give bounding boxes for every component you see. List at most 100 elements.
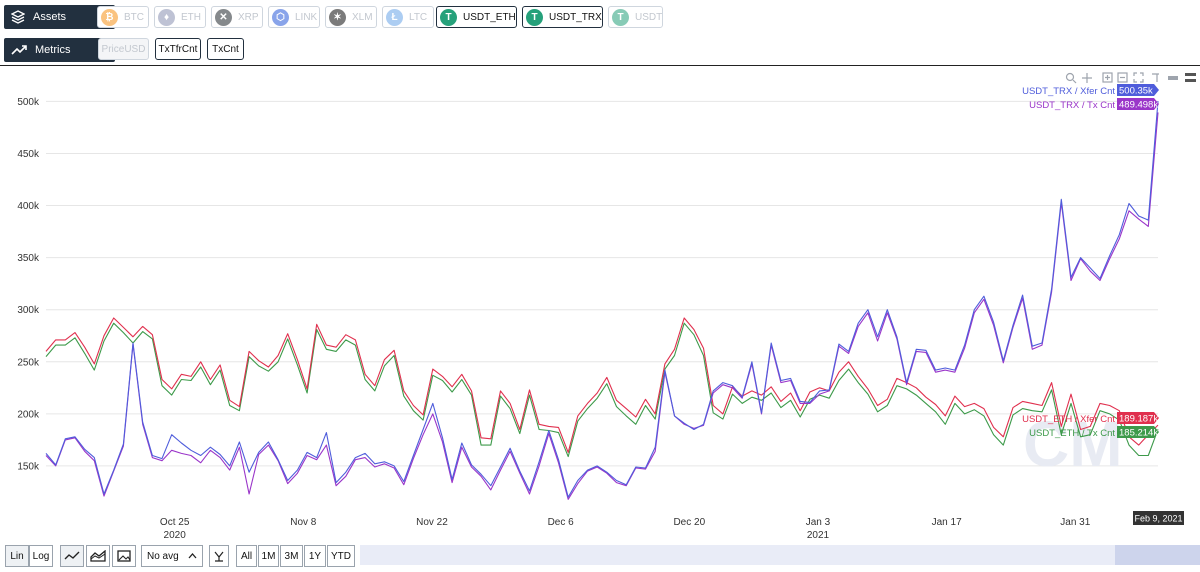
range-button-3m[interactable]: 3M xyxy=(280,545,303,567)
y-tick-label: 200k xyxy=(17,409,40,420)
metrics-button[interactable]: Metrics xyxy=(4,38,115,62)
asset-chip-label: LINK xyxy=(295,11,318,23)
metric-chip-label: PriceUSD xyxy=(101,43,146,55)
range-button-1y[interactable]: 1Y xyxy=(304,545,326,567)
series-name-label: USDT_TRX / Tx Cnt xyxy=(1029,100,1115,111)
asset-chip-btc[interactable]: ₿ BTC xyxy=(97,6,149,28)
pan-icon[interactable] xyxy=(1082,73,1092,83)
autoscale-icon[interactable] xyxy=(1133,72,1144,83)
ethereum-icon: ♦ xyxy=(158,8,175,26)
series-last-value: 189.187k xyxy=(1119,414,1158,425)
image-export-button[interactable] xyxy=(112,545,136,567)
hover-date-label: Feb 9, 2021 xyxy=(1134,514,1182,524)
range-navigator-handle[interactable] xyxy=(1115,545,1200,565)
asset-chip-usdt[interactable]: T USDT xyxy=(608,6,663,28)
range-button-1m[interactable]: 1M xyxy=(258,545,279,567)
watermark-logo: CM xyxy=(1023,408,1123,480)
x-tick-label: Jan 3 xyxy=(806,517,831,528)
range-button-label: YTD xyxy=(331,550,351,562)
x-tick-label: Nov 22 xyxy=(416,517,448,528)
metric-chip-label: TxCnt xyxy=(212,43,239,55)
y-tick-label: 250k xyxy=(17,357,40,368)
range-navigator[interactable] xyxy=(360,545,1200,565)
series-last-value: 500.35k xyxy=(1119,86,1153,97)
zoom-box-icon[interactable] xyxy=(1102,72,1113,83)
scale-log-button[interactable]: Log xyxy=(29,545,53,567)
asset-chip-label: ETH xyxy=(181,11,201,23)
y-tick-label: 150k xyxy=(17,461,40,472)
metric-chip-txtfrcnt[interactable]: TxTfrCnt xyxy=(155,38,201,60)
chainlink-icon: ⬡ xyxy=(272,8,289,26)
scale-lin-button[interactable]: Lin xyxy=(5,545,29,567)
series-name-label: USDT_TRX / Xfer Cnt xyxy=(1022,86,1115,97)
asset-chip-xlm[interactable]: ✶ XLM xyxy=(325,6,377,28)
asset-chip-label: USDT_ETH xyxy=(463,11,516,23)
y-tick-label: 300k xyxy=(17,305,40,316)
chevron-up-icon xyxy=(188,553,197,559)
range-button-label: 1Y xyxy=(308,550,322,562)
series-last-value: 489.498k xyxy=(1119,100,1158,111)
trending-up-icon xyxy=(11,45,27,55)
xrp-icon: ✕ xyxy=(215,8,232,26)
average-select[interactable]: No avg xyxy=(141,545,203,567)
metric-chip-priceusd[interactable]: PriceUSD xyxy=(98,38,149,60)
series-end-label: USDT_TRX / Xfer Cnt 500.35k xyxy=(1022,84,1159,97)
stellar-icon: ✶ xyxy=(329,8,346,26)
y-tick-label: 400k xyxy=(17,201,40,212)
metric-chip-txcnt[interactable]: TxCnt xyxy=(207,38,244,60)
hover-date-badge xyxy=(1133,511,1184,525)
assets-button[interactable]: Assets xyxy=(4,5,115,29)
hover-closest-icon[interactable] xyxy=(1168,76,1178,80)
y-tick-label: 350k xyxy=(17,253,40,264)
line-chart-style-button[interactable] xyxy=(60,545,84,567)
asset-chip-link[interactable]: ⬡ LINK xyxy=(268,6,320,28)
bitcoin-icon: ₿ xyxy=(101,8,118,26)
x-tick-label: Jan 17 xyxy=(932,517,962,528)
range-button-label: 1M xyxy=(261,550,276,562)
asset-chip-label: XRP xyxy=(238,11,259,23)
range-button-ytd[interactable]: YTD xyxy=(327,545,355,567)
range-button-all[interactable]: All xyxy=(236,545,257,567)
asset-chip-label: BTC xyxy=(124,11,144,23)
hover-compare-icon[interactable] xyxy=(1185,73,1196,82)
average-select-value: No avg xyxy=(147,550,179,562)
asset-chip-usdt-trx[interactable]: T USDT_TRX xyxy=(522,6,603,28)
y-tick-label: 500k xyxy=(17,97,40,108)
y-axis-scale-button[interactable] xyxy=(209,545,229,567)
x-tick-label: Dec 20 xyxy=(673,517,705,528)
scale-lin-label: Lin xyxy=(10,550,24,562)
asset-chip-ltc[interactable]: Ł LTC xyxy=(382,6,434,28)
asset-chip-label: XLM xyxy=(352,11,373,23)
layers-icon xyxy=(11,10,25,24)
line-chart-icon xyxy=(64,551,80,560)
zoom-out-box-icon[interactable] xyxy=(1117,72,1128,83)
litecoin-icon: Ł xyxy=(386,8,403,26)
asset-chip-usdt-eth[interactable]: T USDT_ETH xyxy=(436,6,517,28)
line-chart[interactable]: 150k 200k 250k 300k 350k 400k 450k 500k Oct 25 2… xyxy=(0,66,1200,544)
series-line-usdt-trx-tx-cnt[interactable] xyxy=(45,112,1159,500)
x-tick-label: Jan 31 xyxy=(1060,517,1090,528)
series-name-label: USDT_ETH / Xfer Cnt xyxy=(1022,414,1115,425)
x-tick-label: Oct 25 xyxy=(160,517,190,528)
asset-chip-eth[interactable]: ♦ ETH xyxy=(154,6,206,28)
series-value-flag xyxy=(1117,84,1159,96)
tether-icon: T xyxy=(440,8,457,26)
area-chart-style-button[interactable] xyxy=(86,545,110,567)
assets-label: Assets xyxy=(33,11,67,23)
series-line-usdt-eth-xfer-cnt[interactable] xyxy=(45,317,1159,453)
x-tick-year: 2020 xyxy=(164,530,187,541)
x-tick-year: 2021 xyxy=(807,530,830,541)
series-value-flag xyxy=(1117,426,1159,438)
asset-chip-xrp[interactable]: ✕ XRP xyxy=(211,6,263,28)
zoom-in-icon[interactable] xyxy=(1065,72,1077,84)
x-tick-label: Nov 8 xyxy=(290,517,317,528)
series-line-usdt-trx-xfer-cnt[interactable] xyxy=(45,101,1159,498)
series-name-label: USDT_ETH / Tx Cnt xyxy=(1029,428,1115,439)
tether-icon: T xyxy=(612,8,629,26)
asset-chip-label: USDT xyxy=(635,11,663,23)
series-line-usdt-eth-tx-cnt[interactable] xyxy=(45,322,1159,458)
spike-lines-icon[interactable] xyxy=(1152,73,1159,82)
series-value-flag xyxy=(1117,412,1159,424)
scale-log-label: Log xyxy=(32,550,50,562)
asset-chip-label: USDT_TRX xyxy=(549,11,602,23)
